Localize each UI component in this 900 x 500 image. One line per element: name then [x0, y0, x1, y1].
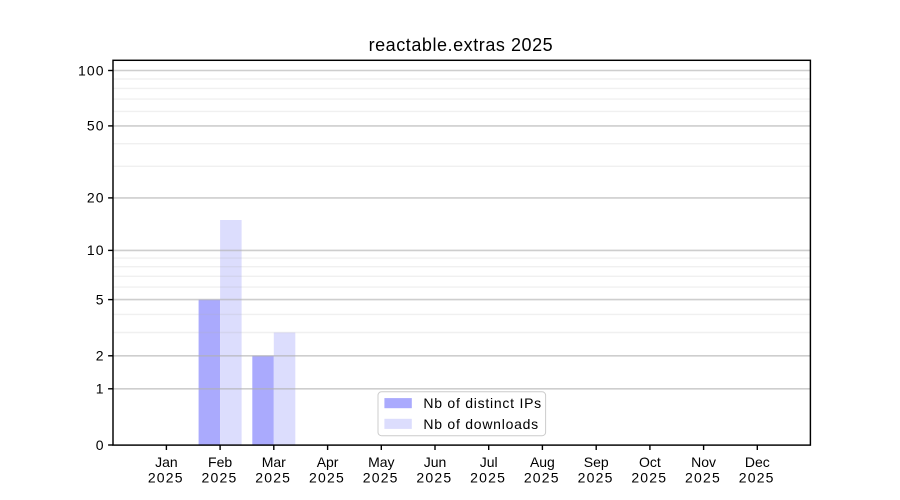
svg-text:2025: 2025: [524, 470, 560, 486]
svg-text:reactable.extras 2025: reactable.extras 2025: [369, 35, 554, 55]
svg-text:Feb: Feb: [208, 454, 232, 470]
svg-text:2: 2: [96, 348, 105, 364]
svg-text:2025: 2025: [685, 470, 721, 486]
svg-text:Nb of downloads: Nb of downloads: [423, 416, 539, 432]
svg-text:2025: 2025: [631, 470, 667, 486]
svg-text:2025: 2025: [739, 470, 775, 486]
svg-text:50: 50: [87, 118, 105, 134]
svg-text:Jan: Jan: [155, 454, 178, 470]
svg-text:Oct: Oct: [639, 454, 661, 470]
svg-text:10: 10: [87, 242, 105, 258]
svg-text:1: 1: [96, 381, 105, 397]
svg-text:Jul: Jul: [480, 454, 498, 470]
svg-text:20: 20: [87, 190, 105, 206]
svg-text:2025: 2025: [363, 470, 399, 486]
svg-text:May: May: [368, 454, 394, 470]
svg-text:2025: 2025: [470, 470, 506, 486]
svg-text:Apr: Apr: [317, 454, 339, 470]
svg-text:2025: 2025: [148, 470, 184, 486]
svg-text:Jun: Jun: [424, 454, 447, 470]
svg-text:2025: 2025: [416, 470, 452, 486]
svg-text:2025: 2025: [202, 470, 238, 486]
svg-text:Mar: Mar: [262, 454, 286, 470]
svg-text:Aug: Aug: [530, 454, 555, 470]
svg-text:100: 100: [78, 62, 105, 78]
svg-text:2025: 2025: [578, 470, 614, 486]
svg-text:5: 5: [96, 291, 105, 307]
svg-text:2025: 2025: [309, 470, 345, 486]
svg-text:0: 0: [96, 437, 105, 453]
svg-text:Nov: Nov: [691, 454, 716, 470]
svg-text:Dec: Dec: [745, 454, 770, 470]
svg-text:2025: 2025: [255, 470, 291, 486]
svg-text:Sep: Sep: [584, 454, 609, 470]
svg-text:Nb of distinct IPs: Nb of distinct IPs: [423, 395, 542, 411]
